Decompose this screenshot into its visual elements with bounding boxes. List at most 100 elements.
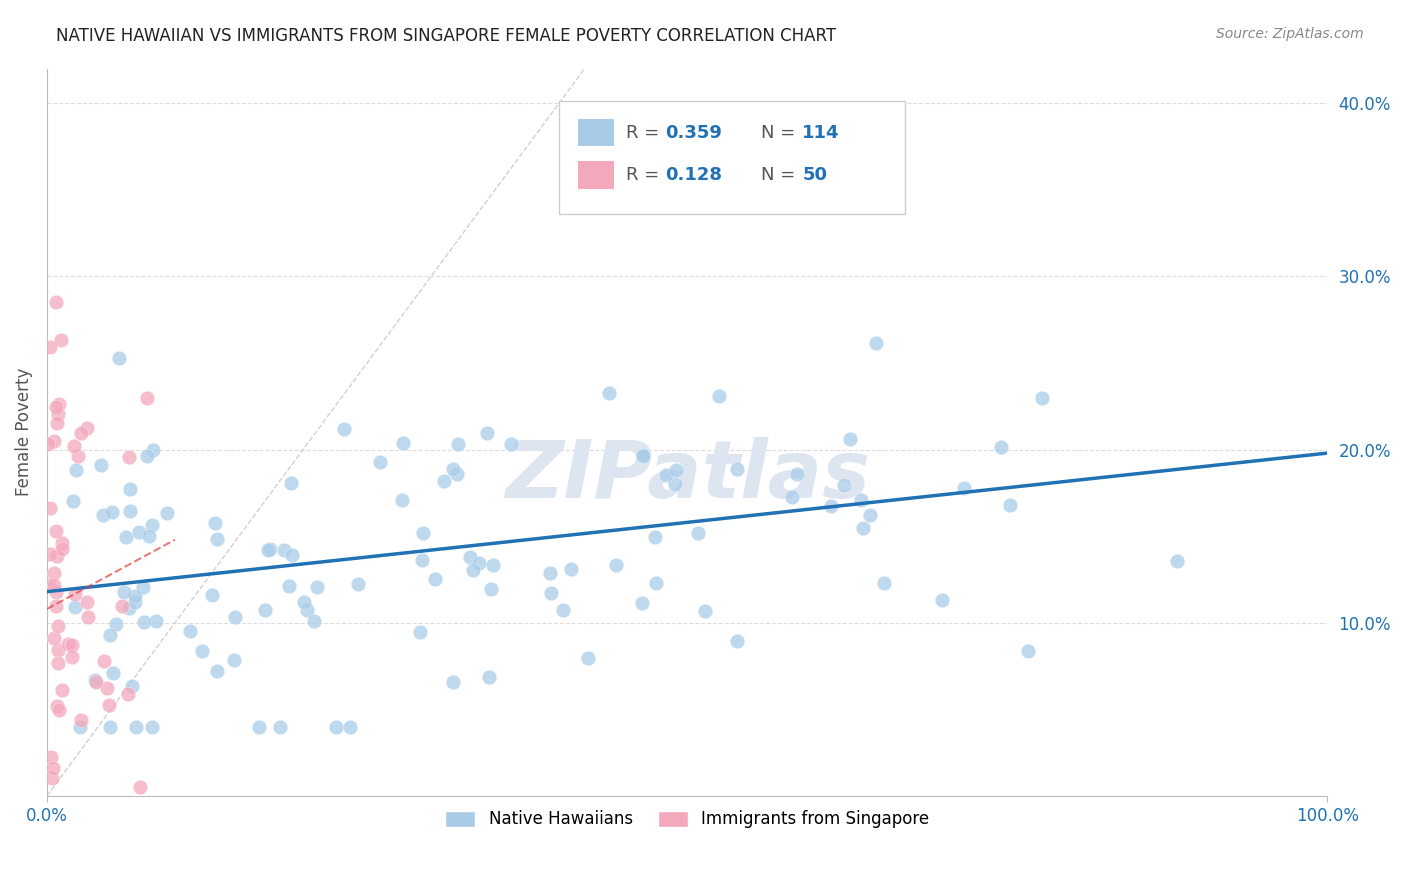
- Point: [247, 720, 270, 734]
- Point: [560, 562, 582, 576]
- FancyBboxPatch shape: [578, 161, 614, 188]
- Point: [1031, 391, 1053, 405]
- Point: [46, 699, 69, 714]
- Point: [39, 500, 62, 515]
- Point: [347, 577, 370, 591]
- Point: [42, 578, 65, 592]
- Point: [998, 498, 1021, 512]
- Point: [553, 603, 575, 617]
- Point: [852, 521, 875, 535]
- Point: [142, 443, 165, 458]
- Point: [411, 553, 433, 567]
- Point: [132, 580, 155, 594]
- Point: [446, 467, 468, 482]
- Point: [482, 558, 505, 572]
- Y-axis label: Female Poverty: Female Poverty: [15, 368, 32, 497]
- Point: [128, 525, 150, 540]
- Point: [97, 698, 120, 713]
- Point: [468, 556, 491, 570]
- Point: [45, 599, 67, 613]
- Point: [96, 681, 118, 695]
- Point: [65, 463, 87, 477]
- Point: [205, 532, 228, 546]
- Point: [1017, 644, 1039, 658]
- Point: [655, 468, 678, 483]
- Point: [141, 720, 163, 734]
- Point: [207, 664, 229, 678]
- Point: [598, 386, 620, 401]
- Point: [443, 675, 465, 690]
- Point: [46, 656, 69, 670]
- Point: [576, 651, 599, 665]
- Point: [256, 543, 278, 558]
- Point: [447, 437, 470, 451]
- Text: 0.359: 0.359: [665, 124, 723, 142]
- Point: [432, 474, 454, 488]
- Text: 0.128: 0.128: [665, 166, 723, 184]
- Point: [48, 619, 70, 633]
- Point: [104, 616, 127, 631]
- Point: [707, 389, 730, 403]
- Point: [631, 448, 654, 462]
- Point: [45, 295, 67, 310]
- Point: [325, 720, 347, 734]
- Point: [93, 655, 115, 669]
- Point: [631, 450, 654, 464]
- Point: [46, 407, 69, 421]
- Point: [780, 490, 803, 504]
- Point: [630, 596, 652, 610]
- Point: [69, 720, 91, 734]
- Point: [51, 682, 73, 697]
- Point: [45, 585, 67, 599]
- Point: [1166, 554, 1188, 568]
- Point: [136, 449, 159, 463]
- Point: [84, 673, 107, 687]
- Point: [686, 525, 709, 540]
- Point: [302, 614, 325, 628]
- Point: [295, 603, 318, 617]
- Point: [540, 586, 562, 600]
- Point: [538, 566, 561, 581]
- Point: [63, 440, 86, 454]
- Point: [45, 400, 67, 414]
- Point: [665, 463, 688, 477]
- Text: Source: ZipAtlas.com: Source: ZipAtlas.com: [1216, 27, 1364, 41]
- Point: [305, 581, 328, 595]
- Point: [191, 644, 214, 658]
- Point: [458, 549, 481, 564]
- Text: 114: 114: [803, 124, 839, 142]
- Point: [44, 566, 66, 581]
- Point: [478, 669, 501, 683]
- Point: [84, 675, 107, 690]
- Point: [501, 437, 523, 451]
- Point: [63, 587, 86, 601]
- Point: [253, 603, 276, 617]
- Point: [37, 436, 59, 450]
- Point: [339, 720, 361, 734]
- Point: [201, 588, 224, 602]
- Point: [44, 434, 66, 448]
- Legend: Native Hawaiians, Immigrants from Singapore: Native Hawaiians, Immigrants from Singap…: [439, 804, 936, 835]
- Point: [60, 638, 83, 652]
- Point: [222, 653, 245, 667]
- Point: [66, 449, 89, 463]
- Point: [156, 506, 179, 520]
- Point: [125, 720, 148, 734]
- Point: [118, 504, 141, 518]
- Point: [269, 720, 291, 734]
- Point: [786, 467, 808, 482]
- Point: [138, 529, 160, 543]
- Text: ZIPatlas: ZIPatlas: [505, 437, 870, 515]
- Text: R =: R =: [626, 124, 665, 142]
- Point: [117, 687, 139, 701]
- Point: [408, 625, 430, 640]
- Point: [41, 750, 63, 764]
- Point: [124, 589, 146, 603]
- Point: [292, 594, 315, 608]
- FancyBboxPatch shape: [560, 102, 905, 214]
- Point: [48, 703, 70, 717]
- Point: [101, 505, 124, 519]
- Point: [851, 493, 873, 508]
- Point: [145, 614, 167, 628]
- Point: [62, 649, 84, 664]
